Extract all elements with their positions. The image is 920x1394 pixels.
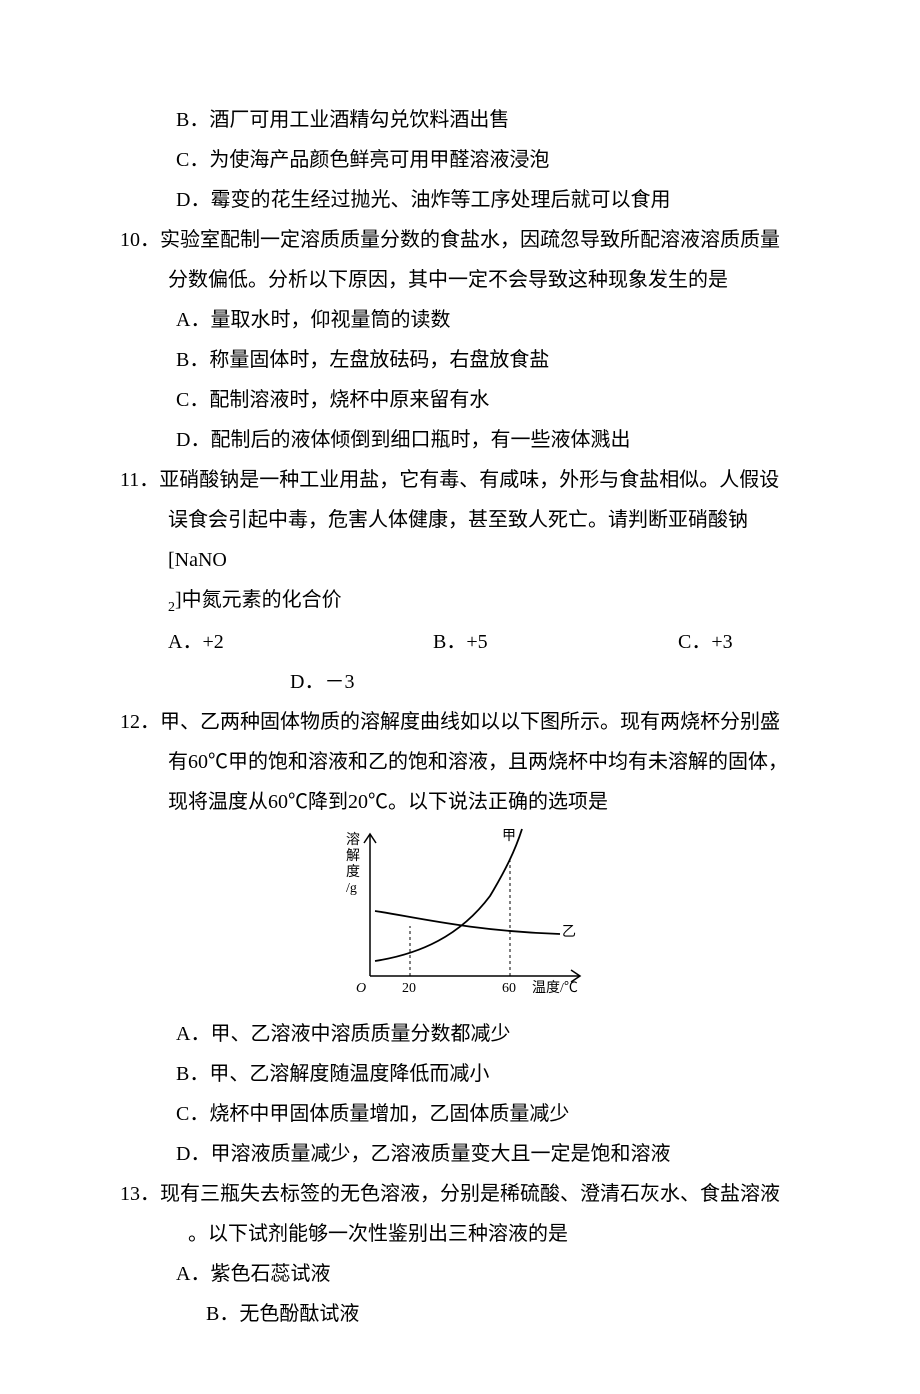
subscript-2: 2 (168, 600, 175, 615)
svg-text:60: 60 (502, 981, 516, 996)
q13-option-b: B．无色酚酞试液 (120, 1294, 800, 1334)
q12-option-a: A．甲、乙溶液中溶质质量分数都减少 (120, 1014, 800, 1054)
svg-text:20: 20 (402, 981, 416, 996)
q13-option-a: A．紫色石蕊试液 (120, 1254, 800, 1294)
solubility-chart: O 20 60 温度/℃ 溶解度/g 甲乙 (120, 822, 800, 1014)
q12-option-d: D．甲溶液质量减少，乙溶液质量变大且一定是饱和溶液 (120, 1134, 800, 1174)
svg-text:解: 解 (346, 848, 360, 864)
solubility-chart-svg: O 20 60 温度/℃ 溶解度/g 甲乙 (330, 826, 590, 996)
q12-stem-line3: 现将温度从60℃降到20℃。以下说法正确的选项是 (120, 782, 800, 822)
svg-text:度: 度 (346, 864, 360, 880)
svg-text:/g: /g (346, 881, 357, 896)
q10-stem-line1: 10．实验室配制一定溶质质量分数的食盐水，因疏忽导致所配溶液溶质质量 (120, 220, 800, 260)
svg-text:溶: 溶 (346, 832, 360, 848)
q12-option-b: B．甲、乙溶解度随温度降低而减小 (120, 1054, 800, 1094)
q11-stem-line1: 11．亚硝酸钠是一种工业用盐，它有毒、有咸味，外形与食盐相似。人假设 (120, 460, 800, 500)
q13-stem-line2: 。以下试剂能够一次性鉴别出三种溶液的是 (120, 1214, 800, 1254)
q11-option-d: D．－3 (120, 662, 800, 702)
q10-option-d: D．配制后的液体倾倒到细口瓶时，有一些液体溅出 (120, 420, 800, 460)
q10-option-b: B．称量固体时，左盘放砝码，右盘放食盐 (120, 340, 800, 380)
q11-option-c: C．+3 (678, 622, 798, 662)
q9-option-b: B．酒厂可用工业酒精勾兑饮料酒出售 (120, 100, 800, 140)
q12-stem-line2: 有60℃甲的饱和溶液和乙的饱和溶液，且两烧杯中均有未溶解的固体， (120, 742, 800, 782)
q9-option-c: C．为使海产品颜色鲜亮可用甲醛溶液浸泡 (120, 140, 800, 180)
svg-text:温度/℃: 温度/℃ (532, 980, 578, 996)
q10-option-a: A．量取水时，仰视量筒的读数 (120, 300, 800, 340)
q11-stem-line2: 误食会引起中毒，危害人体健康，甚至致人死亡。请判断亚硝酸钠[NaNO (120, 500, 800, 580)
q12-stem-line1: 12．甲、乙两种固体物质的溶解度曲线如以以下图所示。现有两烧杯分别盛 (120, 702, 800, 742)
svg-text:乙: 乙 (562, 924, 576, 940)
q11-stem-line3: 2]中氮元素的化合价 (120, 580, 800, 622)
q11-option-b: B．+5 (433, 622, 673, 662)
q12-option-c: C．烧杯中甲固体质量增加，乙固体质量减少 (120, 1094, 800, 1134)
q10-stem-line2: 分数偏低。分析以下原因，其中一定不会导致这种现象发生的是 (120, 260, 800, 300)
q13-stem-line1: 13．现有三瓶失去标签的无色溶液，分别是稀硫酸、澄清石灰水、食盐溶液 (120, 1174, 800, 1214)
q9-option-d: D．霉变的花生经过抛光、油炸等工序处理后就可以食用 (120, 180, 800, 220)
svg-text:O: O (356, 981, 366, 996)
q11-option-a: A．+2 (168, 622, 428, 662)
q10-option-c: C．配制溶液时，烧杯中原来留有水 (120, 380, 800, 420)
q11-options-row: A．+2 B．+5 C．+3 (120, 622, 800, 662)
svg-text:甲: 甲 (502, 829, 516, 844)
